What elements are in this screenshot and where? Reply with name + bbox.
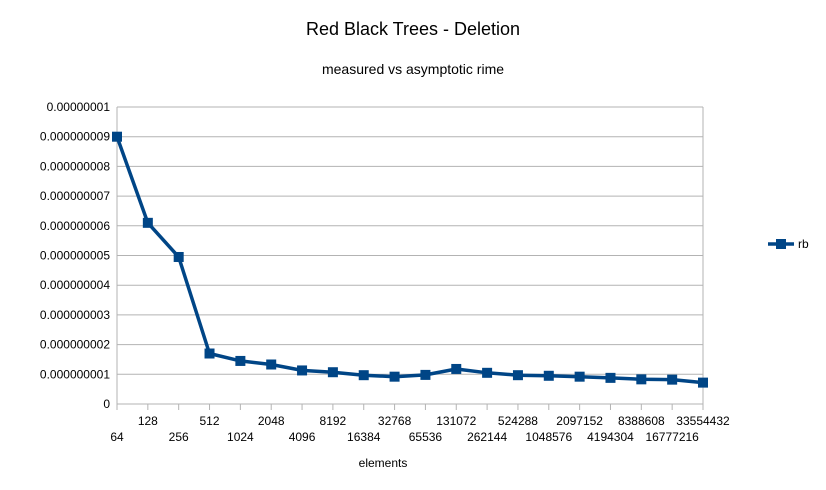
- x-tick-label: 4096: [289, 430, 316, 444]
- data-point: [112, 131, 122, 142]
- y-tick-label: 0.000000003: [40, 308, 110, 322]
- data-point: [636, 374, 647, 385]
- data-point: [204, 348, 215, 359]
- data-point: [543, 370, 554, 381]
- data-point: [482, 367, 493, 378]
- x-tick-label: 524288: [498, 414, 538, 428]
- data-point: [667, 374, 678, 385]
- data-point: [698, 377, 708, 388]
- y-tick-label: 0.000000009: [40, 130, 110, 144]
- chart-subtitle: measured vs asymptotic rime: [321, 61, 505, 77]
- x-tick-label: 128: [138, 414, 158, 428]
- x-tick-label: 2097152: [556, 414, 603, 428]
- y-tick-label: 0.000000008: [40, 159, 110, 173]
- x-tick-label: 8388608: [618, 414, 665, 428]
- y-tick-label: 0.000000005: [40, 249, 110, 263]
- data-point: [512, 370, 523, 381]
- x-tick-label: 33554432: [676, 414, 730, 428]
- data-point: [605, 372, 616, 383]
- y-tick-label: 0: [103, 397, 110, 411]
- series-line-rb: [115, 136, 704, 385]
- y-tick-label: 0.00000001: [47, 100, 111, 114]
- x-tick-label: 262144: [467, 430, 507, 444]
- data-point: [574, 371, 585, 382]
- y-tick-label: 0.000000001: [40, 367, 110, 381]
- data-point: [358, 370, 369, 381]
- y-tick-label: 0.000000004: [40, 278, 110, 292]
- data-point: [142, 217, 153, 228]
- x-tick-label: 64: [110, 430, 124, 444]
- x-tick-label: 16384: [347, 430, 381, 444]
- legend-marker: [776, 239, 786, 249]
- data-point: [266, 359, 277, 370]
- data-point: [420, 369, 431, 380]
- x-tick-label: 32768: [378, 414, 412, 428]
- data-point: [389, 371, 400, 382]
- y-tick-label: 0.000000007: [40, 189, 110, 203]
- x-tick-label: 1024: [227, 430, 254, 444]
- data-point: [173, 251, 184, 262]
- x-axis-label: elements: [358, 456, 408, 470]
- x-tick-label: 8192: [320, 414, 347, 428]
- x-tick-label: 65536: [409, 430, 443, 444]
- x-tick-label: 512: [200, 414, 220, 428]
- x-tick-label: 1048576: [525, 430, 572, 444]
- data-point: [297, 365, 308, 376]
- x-tick-label: 256: [169, 430, 189, 444]
- y-tick-label: 0.000000006: [40, 219, 110, 233]
- x-tick-label: 2048: [258, 414, 285, 428]
- x-tick-label: 131072: [436, 414, 476, 428]
- x-tick-label: 16777216: [645, 430, 699, 444]
- data-point: [451, 363, 462, 374]
- chart-title: Red Black Trees - Deletion: [305, 19, 521, 39]
- legend-label: rb: [798, 237, 809, 251]
- data-point: [235, 355, 246, 366]
- data-point: [327, 367, 338, 378]
- x-tick-label: 4194304: [587, 430, 634, 444]
- y-tick-label: 0.000000002: [40, 338, 110, 352]
